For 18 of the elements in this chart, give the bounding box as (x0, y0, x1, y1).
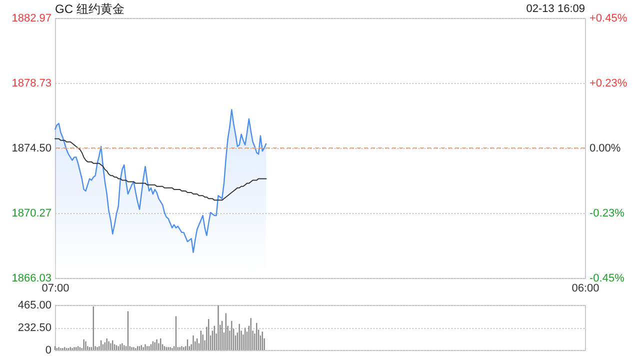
y2-tick-label: +0.23% (590, 78, 628, 90)
y-tick-label: 0 (45, 344, 52, 356)
y2-tick-label: 0.00% (590, 142, 621, 154)
y-tick-label: 1878.73 (12, 78, 52, 90)
y-tick-label: 1866.03 (12, 272, 52, 284)
text: 02-13 16:09 (526, 3, 585, 15)
x-tick-label: 07:00 (42, 282, 70, 294)
chart-title: GC 纽约黄金 (55, 1, 124, 18)
y-tick-label: 232.50 (18, 322, 52, 334)
x-tick-label: 06:00 (572, 282, 600, 294)
y2-tick-label: +0.45% (590, 12, 628, 24)
y2-tick-label: -0.23% (590, 208, 625, 220)
y2-tick-label: -0.45% (590, 272, 625, 284)
y-tick-label: 1874.50 (12, 142, 52, 154)
y-tick-label: 1870.27 (12, 207, 52, 220)
y-tick-label: 1882.97 (12, 12, 52, 24)
y-tick-label: 465.00 (18, 300, 52, 312)
line-series (54, 138, 267, 201)
